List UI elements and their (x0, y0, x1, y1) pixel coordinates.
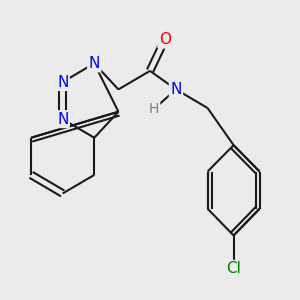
Text: N: N (57, 112, 68, 127)
Text: N: N (57, 74, 68, 89)
Text: N: N (170, 82, 182, 97)
Text: Cl: Cl (226, 261, 241, 276)
Text: H: H (148, 102, 159, 116)
Text: N: N (88, 56, 100, 71)
Text: O: O (159, 32, 171, 47)
